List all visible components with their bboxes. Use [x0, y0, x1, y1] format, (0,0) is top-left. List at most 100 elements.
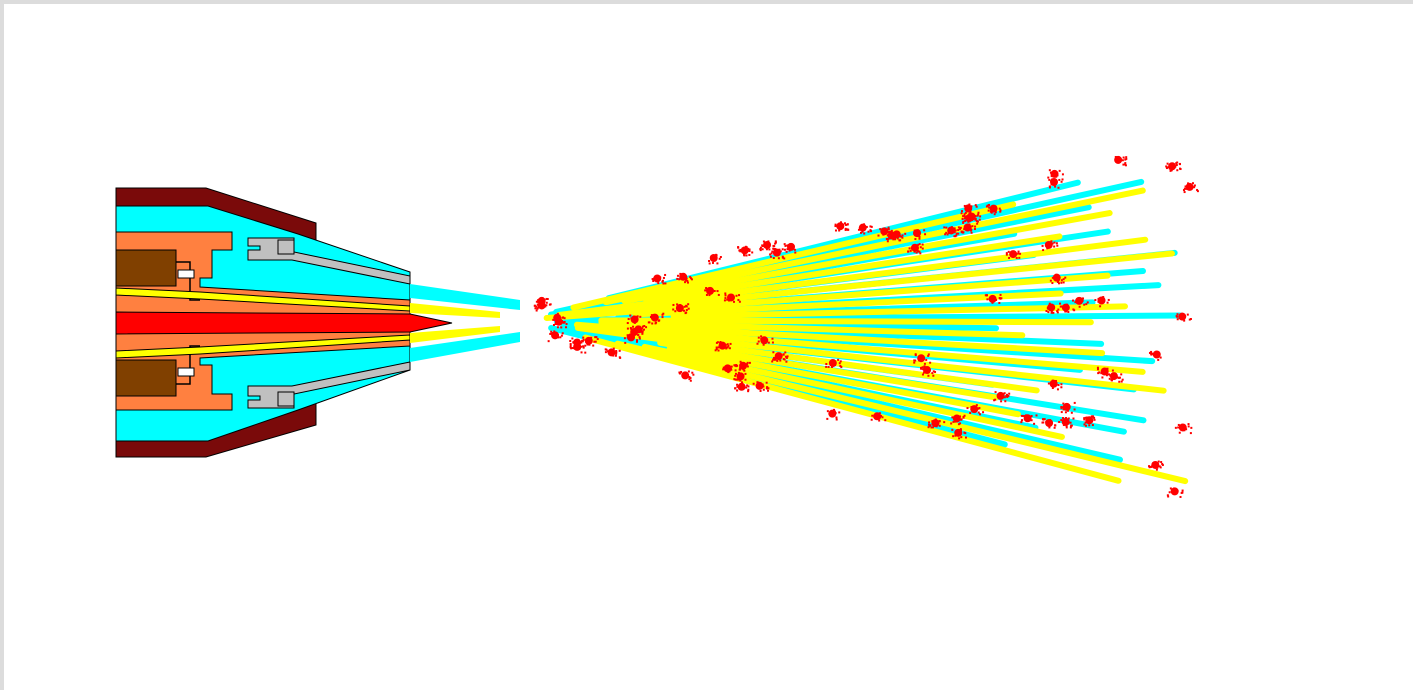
spray-gun-diagram	[115, 155, 1199, 498]
particle-cluster	[626, 314, 642, 325]
core-step-lower	[176, 345, 200, 385]
powder-streak	[600, 321, 1106, 357]
particle-cluster	[857, 223, 873, 235]
particle-cluster	[1083, 415, 1096, 427]
particle-cluster	[581, 336, 599, 347]
particle-cluster	[1047, 379, 1063, 391]
powder-streak	[657, 339, 1000, 401]
particle-cluster	[1060, 401, 1076, 414]
particle-cluster	[733, 371, 747, 384]
particle-cluster	[960, 203, 978, 216]
powder-streak	[582, 334, 1122, 484]
powder-streak	[614, 340, 1189, 485]
shroud-notch-lower	[277, 391, 295, 407]
particle-cluster	[963, 211, 982, 223]
particle-cluster	[1148, 460, 1164, 471]
particle-cluster	[1148, 350, 1162, 361]
particle-cluster	[1182, 182, 1199, 194]
particle-cluster	[834, 221, 850, 232]
particle-cluster	[672, 303, 690, 315]
powder-streak	[574, 324, 1040, 394]
particle-cluster	[943, 226, 961, 238]
powder-streak	[570, 201, 1017, 311]
particle-cluster	[734, 382, 750, 393]
particle-cluster	[714, 341, 732, 352]
central-electrode	[115, 311, 453, 335]
particle-cluster	[993, 391, 1011, 403]
particle-cluster	[647, 312, 665, 325]
particle-cluster	[1165, 161, 1182, 172]
particle-cluster	[1059, 303, 1076, 313]
powder-streak	[602, 187, 1146, 306]
powder-streak	[600, 250, 1175, 315]
particle-cluster	[569, 341, 587, 354]
particle-cluster	[1041, 418, 1057, 429]
particle-cluster	[1174, 423, 1193, 435]
particle-cluster	[1047, 169, 1064, 181]
particle-cluster	[927, 418, 946, 429]
particle-cluster	[1114, 155, 1128, 167]
particle-cluster	[722, 364, 738, 374]
powder-streak	[543, 272, 1111, 321]
particle-cluster	[604, 347, 622, 359]
particle-cluster	[676, 272, 693, 284]
shroud-notch-upper	[277, 239, 295, 255]
particle-cluster	[771, 351, 789, 363]
powder-jet-lower	[410, 326, 500, 343]
particle-cluster	[783, 242, 797, 254]
particle-cluster	[1041, 240, 1059, 252]
particle-cluster	[769, 247, 786, 260]
particle-cluster	[950, 414, 966, 426]
particle-cluster	[704, 286, 720, 297]
particle-cluster	[1020, 414, 1038, 425]
powder-streak	[621, 210, 1113, 305]
particle-cluster	[984, 293, 1003, 304]
powder-streak	[598, 317, 1094, 326]
particle-cluster	[752, 381, 770, 392]
spray-gun-nozzle	[115, 187, 453, 458]
powder-streak	[666, 345, 1021, 418]
particle-cluster	[913, 229, 927, 241]
powder-jet-upper	[410, 303, 500, 318]
particle-cluster	[1094, 296, 1110, 308]
core-block-upper	[115, 249, 177, 287]
particle-cluster	[547, 330, 564, 343]
small-cap-upper	[177, 269, 195, 279]
gas-jet-lower	[410, 332, 520, 362]
powder-streak	[573, 321, 1146, 375]
particle-cluster	[1175, 312, 1192, 322]
powder-streak	[598, 319, 1026, 339]
particle-cluster	[553, 312, 566, 324]
spray-plume	[533, 155, 1199, 498]
gas-jet-upper	[410, 284, 520, 310]
particle-cluster	[826, 408, 841, 421]
particle-cluster	[1048, 178, 1064, 189]
core-step-upper	[176, 261, 200, 301]
small-cap-lower	[177, 367, 195, 377]
particle-cluster	[907, 243, 924, 255]
powder-streak	[641, 343, 1065, 440]
particle-cluster	[623, 333, 641, 344]
particle-cluster	[1058, 417, 1075, 429]
particle-cluster	[1005, 250, 1022, 260]
particle-cluster	[877, 226, 894, 237]
powder-streak	[556, 236, 1149, 318]
particle-cluster	[1072, 296, 1089, 308]
particle-cluster	[1045, 302, 1062, 314]
particle-cluster	[756, 335, 774, 346]
particle-cluster	[920, 365, 937, 377]
particle-cluster	[1105, 372, 1124, 383]
particle-cluster	[723, 292, 741, 303]
particle-cluster	[966, 404, 985, 416]
particle-cluster	[951, 428, 967, 440]
particle-cluster	[870, 412, 887, 422]
particle-cluster	[678, 370, 695, 382]
nozzle-jets	[410, 284, 520, 362]
powder-streak	[643, 233, 1063, 304]
particle-cluster	[1049, 273, 1067, 285]
particle-cluster	[913, 353, 932, 365]
core-block-lower	[115, 359, 177, 397]
particle-cluster	[1166, 487, 1184, 498]
particle-cluster	[651, 273, 667, 285]
